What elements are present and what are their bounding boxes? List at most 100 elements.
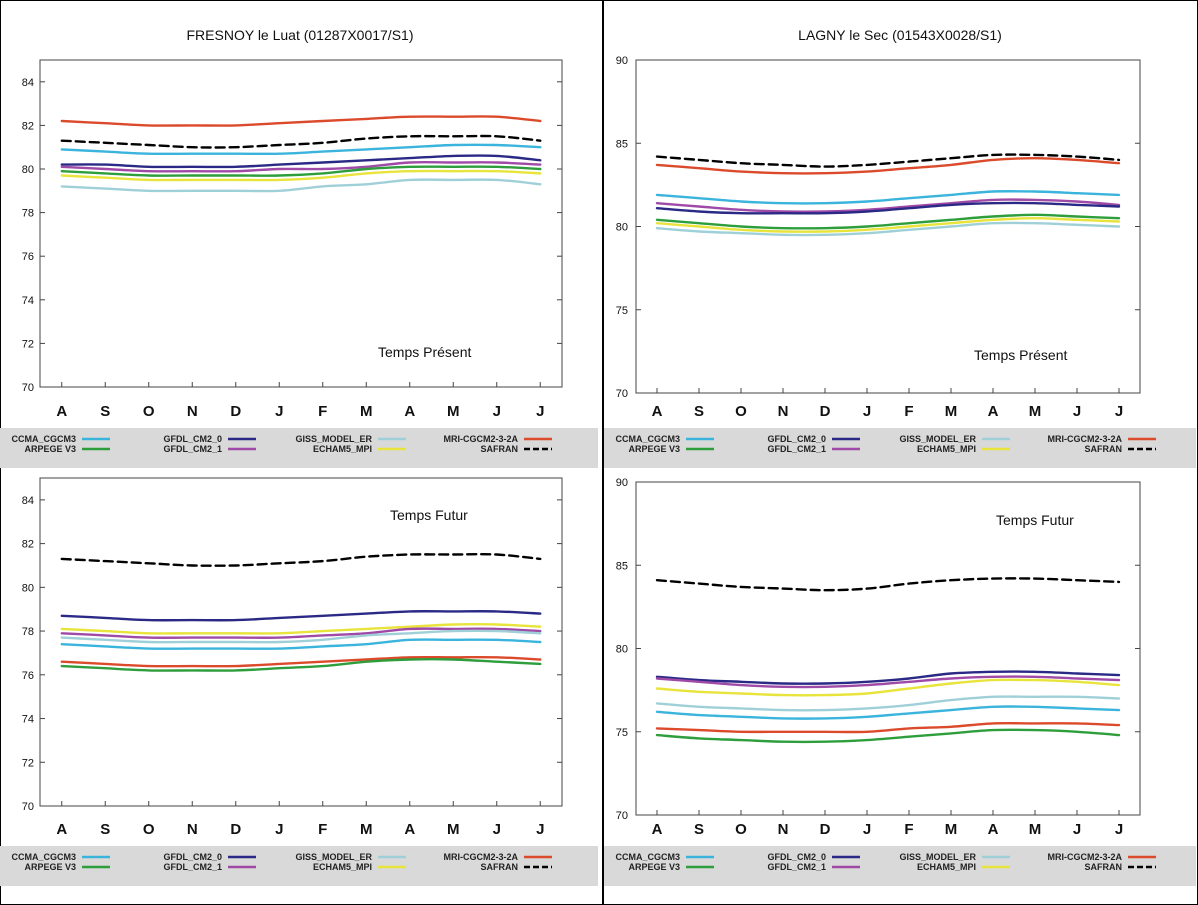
series-line-gfdl-cm2-0 bbox=[60, 610, 542, 622]
series-line-gfdl-cm2-0 bbox=[60, 154, 542, 169]
y-tick-label: 82 bbox=[22, 120, 34, 132]
series-line-ccma-cgcm3 bbox=[60, 638, 542, 650]
legend-label-arpege-v3: ARPEGE V3 bbox=[24, 862, 76, 872]
legend: CCMA_CGCM3 GFDL_CM2_0 GISS_MODEL_ER MRI-CGC… bbox=[0, 846, 598, 886]
y-tick-label: 84 bbox=[22, 495, 34, 507]
x-tick-label: J bbox=[863, 821, 871, 838]
series-line-echam5-mpi bbox=[60, 623, 542, 635]
y-tick-label: 70 bbox=[616, 388, 628, 400]
legend-label-mri-cgcm2-3-2a: MRI-CGCM2-3-2A bbox=[1047, 434, 1122, 444]
x-tick-label: N bbox=[778, 821, 789, 838]
series-line-safran bbox=[60, 552, 542, 567]
period-annotation: Temps Présent bbox=[378, 344, 471, 360]
series-line-ccma-cgcm3 bbox=[60, 143, 542, 156]
series-line-gfdl-cm2-1 bbox=[60, 160, 542, 173]
x-tick-label: N bbox=[187, 821, 198, 838]
series-line-mri-cgcm2-3-2a bbox=[60, 655, 542, 668]
x-tick-label: O bbox=[143, 821, 155, 838]
plot-area bbox=[39, 477, 563, 807]
x-tick-label: J bbox=[863, 403, 871, 420]
x-tick-label: M bbox=[360, 821, 373, 838]
x-tick-label: A bbox=[56, 403, 67, 420]
y-tick-label: 76 bbox=[22, 251, 34, 263]
legend-label-giss-model-er: GISS_MODEL_ER bbox=[899, 434, 976, 444]
chart-panel-2: 70 75 80 85 90 A S O N D J F M A M J J Temps Présent CCMA_… bbox=[604, 55, 1196, 468]
x-tick-label: F bbox=[904, 821, 913, 838]
legend-label-mri-cgcm2-3-2a: MRI-CGCM2-3-2A bbox=[1047, 852, 1122, 862]
legend-label-giss-model-er: GISS_MODEL_ER bbox=[295, 434, 372, 444]
series-line-ccma-cgcm3 bbox=[655, 190, 1121, 205]
x-tick-label: M bbox=[945, 821, 958, 838]
legend-label-giss-model-er: GISS_MODEL_ER bbox=[295, 852, 372, 862]
x-tick-label: J bbox=[1115, 403, 1123, 420]
legend-label-mri-cgcm2-3-2a: MRI-CGCM2-3-2A bbox=[443, 852, 518, 862]
legend-label-gfdl-cm2-0: GFDL_CM2_0 bbox=[163, 434, 222, 444]
series-line-mri-cgcm2-3-2a bbox=[655, 721, 1121, 734]
legend-label-echam5-mpi: ECHAM5_MPI bbox=[917, 444, 976, 454]
series-line-gfdl-cm2-1 bbox=[655, 675, 1121, 689]
legend-label-echam5-mpi: ECHAM5_MPI bbox=[917, 862, 976, 872]
x-tick-label: J bbox=[493, 403, 501, 420]
legend-label-arpege-v3: ARPEGE V3 bbox=[628, 862, 680, 872]
series-line-mri-cgcm2-3-2a bbox=[655, 156, 1121, 175]
y-tick-label: 90 bbox=[616, 477, 628, 489]
series-line-safran bbox=[655, 577, 1121, 592]
y-tick-label: 70 bbox=[22, 801, 34, 813]
legend-label-safran: SAFRAN bbox=[481, 862, 519, 872]
y-tick-label: 75 bbox=[616, 305, 628, 317]
legend-label-ccma-cgcm3: CCMA_CGCM3 bbox=[615, 434, 680, 444]
y-tick-label: 80 bbox=[22, 582, 34, 594]
period-annotation: Temps Futur bbox=[390, 507, 468, 523]
station-title-lagny: LAGNY le Sec (01543X0028/S1) bbox=[798, 27, 1002, 43]
legend-label-gfdl-cm2-0: GFDL_CM2_0 bbox=[767, 852, 826, 862]
x-tick-label: M bbox=[945, 403, 958, 420]
series-line-echam5-mpi bbox=[655, 678, 1121, 697]
x-tick-label: D bbox=[230, 821, 241, 838]
series-line-echam5-mpi bbox=[60, 169, 542, 182]
y-tick-label: 76 bbox=[22, 670, 34, 682]
series-line-giss-model-er bbox=[60, 178, 542, 193]
x-tick-label: J bbox=[1073, 821, 1081, 838]
x-tick-label: A bbox=[988, 821, 999, 838]
y-tick-label: 70 bbox=[22, 382, 34, 394]
legend: CCMA_CGCM3 GFDL_CM2_0 GISS_MODEL_ER MRI-CGC… bbox=[604, 846, 1196, 886]
x-tick-label: J bbox=[275, 821, 283, 838]
x-tick-label: A bbox=[56, 821, 67, 838]
y-tick-label: 74 bbox=[22, 295, 34, 307]
legend: CCMA_CGCM3 GFDL_CM2_0 GISS_MODEL_ER MRI-CGC… bbox=[0, 428, 598, 468]
legend-label-arpege-v3: ARPEGE V3 bbox=[628, 444, 680, 454]
x-tick-label: N bbox=[778, 403, 789, 420]
x-tick-label: A bbox=[404, 821, 415, 838]
chart-panel-1: 70 72 74 76 78 80 82 84 A S O N D J F M A M J J Temps Présen… bbox=[0, 59, 598, 468]
x-tick-label: O bbox=[735, 821, 747, 838]
x-tick-label: J bbox=[493, 821, 501, 838]
x-tick-label: M bbox=[447, 821, 460, 838]
y-tick-label: 90 bbox=[616, 55, 628, 67]
y-tick-label: 82 bbox=[22, 539, 34, 551]
legend-label-gfdl-cm2-1: GFDL_CM2_1 bbox=[767, 444, 826, 454]
y-tick-label: 70 bbox=[616, 810, 628, 822]
x-tick-label: F bbox=[318, 821, 327, 838]
y-tick-label: 78 bbox=[22, 626, 34, 638]
legend-label-echam5-mpi: ECHAM5_MPI bbox=[313, 862, 372, 872]
x-tick-label: D bbox=[230, 403, 241, 420]
station-title-fresnoy: FRESNOY le Luat (01287X0017/S1) bbox=[187, 27, 414, 43]
legend-label-ccma-cgcm3: CCMA_CGCM3 bbox=[11, 852, 76, 862]
x-tick-label: M bbox=[1029, 821, 1042, 838]
series-line-safran bbox=[60, 134, 542, 149]
x-tick-label: F bbox=[904, 403, 913, 420]
x-tick-label: F bbox=[318, 403, 327, 420]
legend-label-gfdl-cm2-1: GFDL_CM2_1 bbox=[163, 862, 222, 872]
legend-label-gfdl-cm2-0: GFDL_CM2_0 bbox=[163, 852, 222, 862]
x-tick-label: M bbox=[360, 403, 373, 420]
x-tick-label: J bbox=[1115, 821, 1123, 838]
y-tick-label: 78 bbox=[22, 208, 34, 220]
y-tick-label: 85 bbox=[616, 560, 628, 572]
y-tick-label: 80 bbox=[22, 164, 34, 176]
plot-area bbox=[635, 481, 1141, 816]
x-tick-label: O bbox=[735, 403, 747, 420]
y-tick-label: 84 bbox=[22, 77, 34, 89]
vertical-divider bbox=[602, 0, 604, 905]
x-tick-label: N bbox=[187, 403, 198, 420]
